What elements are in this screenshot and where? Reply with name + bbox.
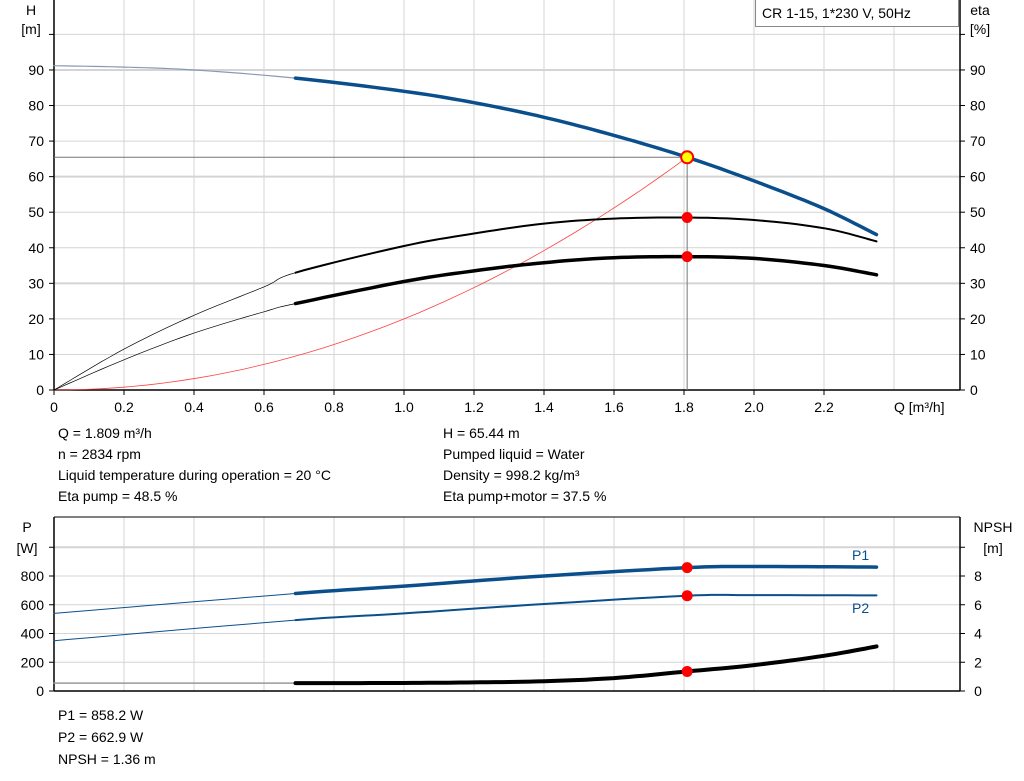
info-liquid: Pumped liquid = Water	[443, 446, 585, 462]
x-tick-label: 0.4	[184, 399, 204, 415]
info-head: H = 65.44 m	[443, 425, 520, 441]
info-p1: P1 = 858.2 W	[58, 707, 144, 723]
eta-pump-curve-extended	[53, 272, 296, 391]
y-axis-label-right-unit: [%]	[970, 21, 990, 37]
y-axis-label-left: P	[22, 519, 31, 535]
y-tick-label-left: 30	[28, 275, 44, 291]
y-tick-label-left: 40	[28, 240, 44, 256]
eta-pump-curve	[294, 216, 878, 274]
eta-pump-motor-curve	[293, 254, 879, 306]
x-tick-label: 1.4	[534, 399, 554, 415]
eta-pump-motor-curve-extended	[53, 303, 296, 391]
info-eta-pump-motor: Eta pump+motor = 37.5 %	[443, 488, 607, 504]
y-axis-label-left: H	[26, 2, 36, 18]
p2-curve	[294, 593, 878, 622]
x-tick-label: 2.2	[814, 399, 834, 415]
info-p2: P2 = 662.9 W	[58, 729, 144, 745]
system-curve	[53, 156, 688, 391]
y-axis-label-right: eta	[970, 2, 990, 18]
p2-operating-marker	[681, 590, 693, 602]
x-tick-label: 1.2	[464, 399, 484, 415]
y-tick-label-right: 0	[974, 683, 982, 699]
y-tick-label-left: 800	[21, 568, 45, 584]
info-bottom: P1 = 858.2 W P2 = 662.9 W NPSH = 1.36 m	[58, 704, 156, 770]
y-tick-label-right: 2	[974, 654, 982, 670]
x-tick-label: 1.0	[394, 399, 414, 415]
npsh-curve	[293, 644, 879, 686]
y-axis-label-left-unit: [W]	[17, 540, 38, 556]
info-top-right: H = 65.44 m Pumped liquid = Water Densit…	[443, 423, 606, 507]
y-tick-label-left: 0	[36, 683, 44, 699]
head-curve	[293, 76, 879, 237]
y-tick-label-right: 4	[974, 626, 982, 642]
y-tick-label-right: 90	[970, 62, 986, 78]
info-speed: n = 2834 rpm	[58, 446, 141, 462]
npsh-operating-marker	[681, 665, 693, 677]
y-tick-label-right: 8	[974, 568, 982, 584]
y-tick-label-left: 80	[28, 98, 44, 114]
y-tick-label-left: 10	[28, 346, 44, 362]
p1-curve	[293, 564, 879, 596]
p2-curve-extended	[53, 619, 296, 642]
x-tick-label: 2.0	[744, 399, 764, 415]
y-tick-label-left: 70	[28, 133, 44, 149]
eta-pump-motor-operating-marker	[681, 251, 693, 263]
info-npsh: NPSH = 1.36 m	[58, 751, 156, 767]
info-eta-pump: Eta pump = 48.5 %	[58, 488, 178, 504]
y-axis-label-right: NPSH	[974, 519, 1013, 535]
info-flow: Q = 1.809 m³/h	[58, 425, 152, 441]
y-tick-label-right: 70	[970, 133, 986, 149]
y-tick-label-right: 6	[974, 597, 982, 613]
y-tick-label-left: 0	[36, 382, 44, 398]
info-density: Density = 998.2 kg/m³	[443, 467, 580, 483]
head-operating-marker	[680, 150, 695, 165]
x-tick-label: 0	[50, 399, 58, 415]
chart-title-box: CR 1-15, 1*230 V, 50Hz	[755, 0, 959, 27]
y-tick-label-left: 20	[28, 311, 44, 327]
y-axis-label-left-unit: [m]	[21, 21, 40, 37]
y-tick-label-left: 400	[21, 626, 45, 642]
y-tick-label-right: 80	[970, 98, 986, 114]
head-curve-extended	[53, 65, 297, 79]
p1-curve-extended	[53, 593, 296, 614]
chart-title: CR 1-15, 1*230 V, 50Hz	[762, 5, 911, 21]
x-tick-label: 0.8	[324, 399, 344, 415]
info-temperature: Liquid temperature during operation = 20…	[58, 467, 331, 483]
eta-pump-operating-marker	[681, 212, 693, 224]
y-tick-label-right: 20	[970, 311, 986, 327]
y-tick-label-left: 600	[21, 597, 45, 613]
y-tick-label-left: 60	[28, 169, 44, 185]
x-tick-label: 1.6	[604, 399, 624, 415]
y-tick-label-right: 10	[970, 346, 986, 362]
x-tick-label: 0.2	[114, 399, 134, 415]
y-tick-label-left: 200	[21, 654, 45, 670]
y-axis-label-right-unit: [m]	[983, 540, 1002, 556]
info-top-left: Q = 1.809 m³/h n = 2834 rpm Liquid tempe…	[58, 423, 331, 507]
y-tick-label-right: 60	[970, 169, 986, 185]
y-tick-label-right: 40	[970, 240, 986, 256]
x-tick-label: 1.8	[674, 399, 694, 415]
p1-series-label: P1	[852, 547, 869, 563]
y-tick-label-right: 30	[970, 275, 986, 291]
y-tick-label-left: 50	[28, 204, 44, 220]
p2-series-label: P2	[852, 600, 869, 616]
x-tick-label: 0.6	[254, 399, 274, 415]
y-tick-label-right: 50	[970, 204, 986, 220]
x-axis-label: Q [m³/h]	[894, 399, 945, 415]
y-tick-label-left: 90	[28, 62, 44, 78]
y-tick-label-right: 0	[970, 382, 978, 398]
p1-operating-marker	[681, 562, 693, 574]
